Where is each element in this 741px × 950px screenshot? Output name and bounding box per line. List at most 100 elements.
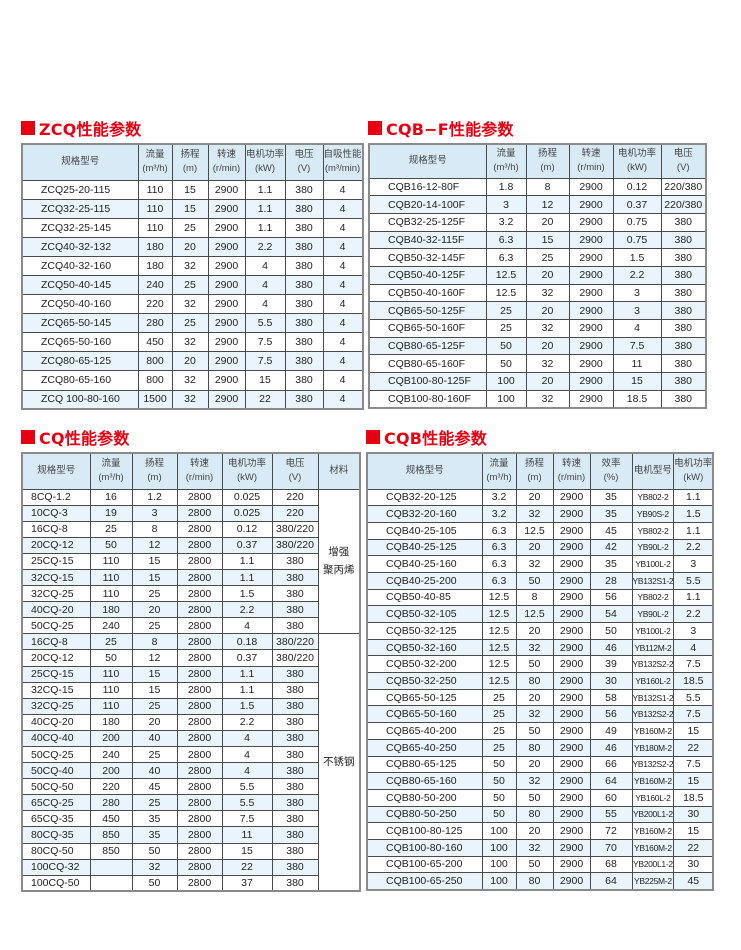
- value-cell: 180: [89, 713, 133, 731]
- column-header: 扬程 (m): [515, 452, 554, 490]
- value-cell: 5.5: [221, 794, 273, 812]
- model-cell: 20CQ-12: [21, 649, 91, 667]
- table-row: CQB80-50-250 50 80 2900 55 YB200L1-2 30: [366, 805, 714, 824]
- value-cell: YB802-2: [631, 588, 675, 607]
- column-label: 转速: [216, 149, 236, 161]
- value-cell: 15: [171, 179, 209, 200]
- value-cell: 380/220: [271, 536, 319, 554]
- value-cell: YB200L1-2: [631, 805, 675, 824]
- column-label: 电压: [673, 148, 693, 160]
- value-cell: 380: [660, 230, 707, 250]
- column-unit: (kW): [236, 472, 258, 484]
- cqbf-title-text: CQB−F性能参数: [386, 120, 514, 139]
- column-unit: (m): [147, 472, 162, 484]
- value-cell: 2900: [552, 521, 591, 540]
- value-cell: 1.1: [221, 568, 273, 587]
- value-cell: 32: [525, 283, 570, 303]
- table-row: CQB65-50-160 25 32 2900 56 YB132S2-2 7.5: [366, 705, 714, 724]
- table-row: ZCQ40-32-160 180 32 2900 4 380 4: [21, 255, 364, 276]
- value-cell: 2900: [568, 389, 614, 409]
- model-cell: CQB65-50-160: [366, 705, 483, 724]
- value-cell: 2900: [568, 230, 614, 250]
- column-unit: (r/min): [212, 163, 241, 175]
- value-cell: 15: [525, 230, 570, 250]
- value-cell: 25: [485, 319, 527, 338]
- value-cell: 2900: [552, 805, 591, 824]
- table-row: CQB65-50-160F 25 32 2900 4 380: [368, 319, 707, 338]
- value-cell: 3: [673, 622, 714, 640]
- column-header: 流量 (m³/h): [481, 452, 517, 490]
- value-cell: 380: [284, 313, 324, 334]
- column-header: 电机功率 (kW): [244, 143, 286, 181]
- value-cell: 380: [271, 745, 319, 764]
- value-cell: 3.2: [481, 505, 517, 523]
- value-cell: 25: [89, 633, 133, 651]
- value-cell: 1.5: [221, 585, 273, 603]
- table-row: CQB40-32-115F 6.3 15 2900 0.75 380: [368, 230, 707, 250]
- value-cell: 380/220: [271, 633, 319, 651]
- value-cell: 100: [481, 838, 517, 857]
- table-row: CQB50-32-160 12.5 32 2900 46 YB112M-2 4: [366, 638, 714, 657]
- value-cell: 2900: [568, 212, 614, 232]
- column-header: 规格型号: [366, 452, 483, 490]
- cqb-grid: 规格型号 流量 (m³/h) 扬程 (m) 转速 (r/min) 效率 (%) 电机型号 电机功率 (…: [366, 452, 715, 891]
- value-cell: 4: [322, 313, 364, 334]
- value-cell: 1.1: [244, 217, 286, 238]
- value-cell: 15: [171, 198, 209, 219]
- value-cell: 2800: [176, 762, 223, 780]
- value-cell: 2900: [207, 217, 246, 238]
- model-cell: CQB80-50-200: [366, 788, 483, 807]
- value-cell: YB132S2-2: [631, 655, 675, 674]
- value-cell: 380: [271, 874, 319, 892]
- table-row: ZCQ80-65-160 800 32 2900 15 380 4: [21, 370, 364, 391]
- value-cell: 4: [244, 274, 286, 296]
- table-row: 20CQ-12 50 12 2800 0.37 380/220: [21, 649, 360, 667]
- column-header: 转速 (r/min): [176, 452, 223, 490]
- table-row: 100CQ-32 32 2800 22 380: [21, 858, 360, 876]
- value-cell: 380: [271, 713, 319, 731]
- column-unit: (m): [182, 163, 198, 175]
- value-cell: 1.1: [673, 488, 714, 507]
- value-cell: 2800: [176, 488, 223, 506]
- value-cell: 30: [589, 672, 633, 690]
- value-cell: 46: [589, 638, 633, 657]
- model-cell: CQB32-20-160: [366, 505, 483, 523]
- header-row: 规格型号 流量 (m³/h) 扬程 (m) 转速 (r/min) 效率 (%) 电机型号 电机功率 (…: [366, 452, 714, 490]
- value-cell: 6.3: [481, 571, 517, 590]
- value-cell: 2900: [207, 351, 246, 372]
- table-row: ZCQ65-50-160 450 32 2900 7.5 380 4: [21, 332, 364, 353]
- cqb-section: CQB性能参数 规格型号 流量 (m³/h) 扬程 (m) 转速 (r/min) 效率 (%) 电…: [366, 427, 715, 891]
- value-cell: 80: [515, 805, 554, 824]
- red-square-icon: [366, 430, 380, 444]
- value-cell: 12: [131, 649, 178, 667]
- value-cell: 110: [137, 217, 173, 238]
- value-cell: 2.2: [673, 538, 714, 557]
- column-unit: (m): [527, 472, 542, 484]
- value-cell: YB200L1-2: [631, 855, 675, 874]
- material-cell: 增强 聚丙烯: [317, 488, 361, 635]
- value-cell: 2900: [552, 738, 591, 757]
- value-cell: 380: [271, 665, 319, 683]
- value-cell: YB160L-2: [631, 788, 675, 807]
- value-cell: 2900: [207, 198, 246, 219]
- value-cell: 7.5: [221, 810, 273, 828]
- table-row: ZCQ80-65-125 800 20 2900 7.5 380 4: [21, 351, 364, 372]
- column-header: 自吸性能 (m³/min): [322, 143, 364, 181]
- value-cell: 3: [612, 283, 662, 303]
- value-cell: 0.18: [221, 633, 273, 651]
- value-cell: 380: [660, 212, 707, 232]
- model-cell: CQB50-40-125F: [368, 265, 487, 285]
- value-cell: 25: [171, 217, 209, 238]
- value-cell: 380: [660, 301, 707, 320]
- value-cell: 32: [515, 772, 554, 790]
- value-cell: 3: [131, 504, 178, 522]
- value-cell: 58: [589, 688, 633, 707]
- table-row: 32CQ-25 110 25 2800 1.5 380: [21, 697, 360, 715]
- value-cell: 25: [131, 585, 178, 603]
- value-cell: 20: [171, 351, 209, 372]
- column-unit: (r/min): [557, 472, 586, 484]
- model-cell: 50CQ-50: [21, 778, 91, 796]
- table-row: CQB40-25-200 6.3 50 2900 28 YB132S1-2 5.5: [366, 571, 714, 590]
- zcq-table: 规格型号 流量 (m³/h) 扬程 (m) 转速 (r/min) 电机功率 (kW) 电压 (V) 自…: [21, 143, 364, 411]
- value-cell: 2900: [207, 274, 246, 296]
